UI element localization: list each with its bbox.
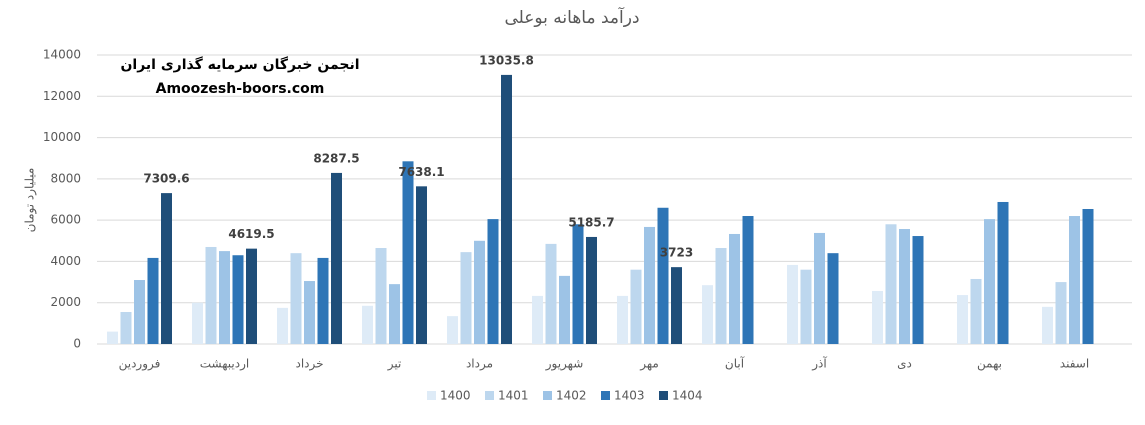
x-tick-label: آذر <box>811 356 827 372</box>
annotation: Amoozesh-boors.com <box>156 81 325 97</box>
bar <box>416 186 427 344</box>
y-tick-label: 14000 <box>43 48 81 62</box>
bar <box>787 264 798 344</box>
y-tick-label: 10000 <box>43 130 81 144</box>
bar <box>630 269 642 344</box>
x-tick-label: تیر <box>387 357 402 372</box>
bar <box>997 201 1009 344</box>
x-tick-label: شهریور <box>545 357 584 372</box>
bar <box>1069 216 1080 344</box>
bar <box>671 267 682 344</box>
bar <box>402 161 414 344</box>
legend-swatch <box>427 391 436 400</box>
bar <box>487 219 499 344</box>
bar <box>362 305 373 344</box>
bar <box>134 280 145 344</box>
bar <box>317 257 329 344</box>
bar <box>586 236 597 344</box>
y-tick-label: 8000 <box>50 171 81 185</box>
x-tick-label: بهمن <box>977 357 1002 372</box>
bar <box>331 172 342 344</box>
y-tick-label: 2000 <box>50 295 81 309</box>
bar <box>501 74 512 344</box>
x-tick-label: اردیبهشت <box>200 357 249 372</box>
y-tick-label: 0 <box>73 337 81 351</box>
x-tick-label: مهر <box>639 357 659 372</box>
bar <box>885 224 897 344</box>
bar <box>1055 282 1067 344</box>
data-label: 4619.5 <box>228 227 274 241</box>
bar <box>107 331 118 344</box>
bar <box>715 248 727 344</box>
x-tick-label: مرداد <box>466 357 493 372</box>
bar <box>120 312 132 344</box>
bar <box>277 307 288 344</box>
x-tick-label: اسفند <box>1060 357 1089 371</box>
bar <box>912 236 924 344</box>
bar <box>232 255 244 344</box>
bar <box>192 302 203 344</box>
bar <box>1042 306 1053 344</box>
bar <box>657 207 669 344</box>
bar <box>219 251 230 344</box>
bar <box>742 216 754 344</box>
legend-swatch <box>485 391 494 400</box>
y-axis-label: میلیارد تومان <box>23 168 38 233</box>
bar <box>572 224 584 344</box>
annotation: انجمن خبرگان سرمایه گذاری ایران <box>120 56 359 73</box>
bar <box>304 281 315 344</box>
data-label: 3723 <box>660 246 693 260</box>
x-tick-label: دی <box>897 357 912 371</box>
bar <box>899 229 910 344</box>
bar <box>814 232 825 344</box>
x-tick-label: آبان <box>725 356 745 371</box>
y-tick-label: 12000 <box>43 89 81 103</box>
legend-swatch <box>659 391 668 400</box>
bar <box>375 248 387 344</box>
bar <box>147 257 159 344</box>
bar <box>957 295 968 344</box>
bar <box>984 219 995 344</box>
bar <box>545 243 557 344</box>
bar <box>827 253 839 344</box>
data-label: 13035.8 <box>479 53 534 67</box>
bar <box>702 285 713 344</box>
legend-swatch <box>601 391 610 400</box>
bar <box>389 284 400 344</box>
bar <box>729 233 740 344</box>
data-label: 8287.5 <box>313 151 359 165</box>
legend-label: 1403 <box>614 389 645 403</box>
data-label: 7309.6 <box>143 172 189 186</box>
x-tick-label: خرداد <box>295 357 323 372</box>
data-label: 7638.1 <box>398 165 444 179</box>
bar <box>1082 208 1094 344</box>
legend-label: 1404 <box>672 389 703 403</box>
legend-label: 1401 <box>498 389 529 403</box>
bar <box>447 316 458 344</box>
bar <box>532 295 543 344</box>
bar <box>617 295 628 344</box>
legend-label: 1402 <box>556 389 587 403</box>
bar <box>460 252 472 344</box>
legend-label: 1400 <box>440 389 471 403</box>
bar <box>474 240 485 344</box>
chart-title: درآمد ماهانه بوعلی <box>504 6 639 28</box>
bar <box>161 193 172 344</box>
x-tick-label: فروردین <box>119 357 161 372</box>
y-tick-label: 4000 <box>50 254 81 268</box>
data-label: 5185.7 <box>568 215 614 229</box>
bar <box>644 226 655 344</box>
bar <box>872 290 883 344</box>
bar <box>246 248 257 344</box>
bar <box>205 246 217 344</box>
y-tick-label: 6000 <box>50 213 81 227</box>
bar <box>800 269 812 344</box>
bar <box>559 275 570 344</box>
legend-swatch <box>543 391 552 400</box>
bar <box>970 278 982 344</box>
bar <box>290 253 302 344</box>
